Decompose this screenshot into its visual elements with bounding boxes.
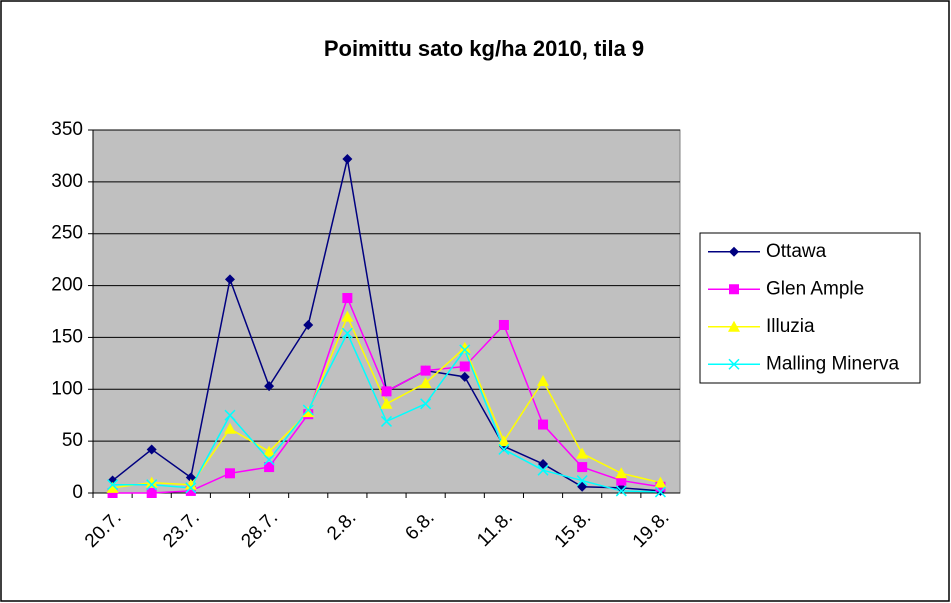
point [577,481,588,492]
y-tick-label: 200 [51,275,83,296]
point [538,419,549,430]
legend-label: Illuzia [766,316,815,337]
point [341,310,354,322]
point [654,476,667,488]
point [420,398,432,410]
point [224,409,236,421]
point [302,404,314,416]
point [264,381,275,392]
legend-marker [728,358,740,370]
point [224,468,235,479]
point [106,481,119,493]
point [420,365,431,376]
point [459,344,471,356]
point [497,435,510,447]
point [498,443,510,455]
point [380,415,393,427]
point [263,454,275,466]
point [185,482,197,494]
point [224,274,235,285]
point [185,472,196,483]
point [380,397,393,409]
y-tick-label: 100 [51,378,83,399]
point [537,464,549,476]
legend-marker [729,246,739,257]
point [419,377,432,389]
point [498,319,509,330]
y-tick-label: 0 [72,482,83,503]
point [341,327,353,339]
point [145,476,158,488]
legend-label: Malling Minerva [766,353,899,374]
point [264,462,275,473]
point [263,445,276,457]
plot-area [92,129,681,494]
point [654,486,666,498]
legend-label: Glen Ample [766,278,864,299]
point [302,406,315,418]
y-tick-label: 250 [51,223,83,244]
point [538,458,549,469]
point [107,488,118,498]
legend-box [699,232,921,384]
point [107,479,119,491]
point [616,475,627,486]
point [185,485,196,496]
point [184,478,197,490]
y-tick-label: 350 [51,119,83,140]
y-tick-label: 300 [51,171,83,192]
y-tick-label: 50 [62,430,83,451]
point [146,479,158,491]
point [223,422,236,434]
point [381,386,392,397]
point [615,467,628,479]
y-tick-label: 150 [51,326,83,347]
point [342,293,353,304]
point [303,319,314,330]
point [577,462,588,473]
point [146,488,157,498]
point [459,371,470,382]
point [615,485,627,497]
point [576,447,589,459]
point [576,475,588,487]
legend-marker [729,284,739,295]
legend-marker [728,320,740,332]
point [146,444,157,455]
point [459,361,470,372]
chart-title: Poimittu sato kg/ha 2010, tila 9 [324,36,644,61]
legend-label: Ottawa [766,241,827,262]
point [458,341,471,353]
point [537,374,550,386]
point [342,154,353,165]
